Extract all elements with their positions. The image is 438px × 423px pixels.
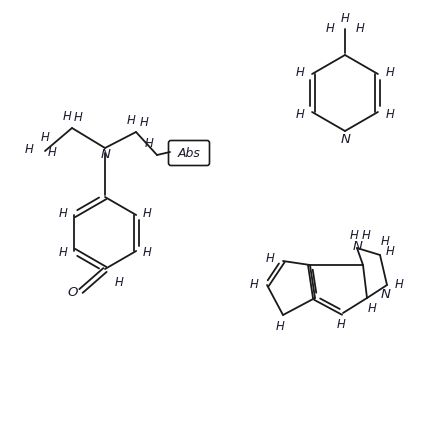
Text: Abs: Abs: [177, 146, 201, 159]
Text: H: H: [361, 228, 371, 242]
Text: H: H: [25, 143, 33, 156]
Text: N: N: [341, 132, 351, 146]
Text: N: N: [101, 148, 111, 160]
Text: H: H: [265, 253, 275, 266]
Text: H: H: [367, 302, 376, 316]
Text: H: H: [395, 278, 403, 291]
Text: H: H: [325, 22, 335, 35]
Text: N: N: [353, 240, 363, 253]
Text: H: H: [41, 131, 49, 143]
Text: H: H: [385, 107, 394, 121]
Text: H: H: [336, 319, 346, 332]
Text: H: H: [385, 244, 395, 258]
Text: H: H: [356, 22, 364, 35]
Text: H: H: [58, 247, 67, 259]
Text: H: H: [140, 115, 148, 129]
Text: H: H: [58, 206, 67, 220]
Text: H: H: [296, 107, 304, 121]
Text: H: H: [341, 11, 350, 25]
Text: H: H: [143, 206, 152, 220]
Text: H: H: [74, 110, 82, 124]
Text: H: H: [145, 137, 153, 149]
Text: H: H: [127, 113, 135, 126]
Text: H: H: [296, 66, 304, 79]
Text: H: H: [48, 146, 57, 159]
Text: H: H: [385, 66, 394, 79]
Text: H: H: [250, 278, 258, 291]
Text: O: O: [68, 286, 78, 299]
Text: H: H: [276, 319, 284, 332]
Text: H: H: [63, 110, 71, 123]
Text: H: H: [350, 228, 358, 242]
Text: H: H: [381, 234, 389, 247]
Text: H: H: [143, 247, 152, 259]
Text: N: N: [381, 288, 391, 301]
Text: H: H: [115, 277, 124, 289]
FancyBboxPatch shape: [169, 140, 209, 165]
